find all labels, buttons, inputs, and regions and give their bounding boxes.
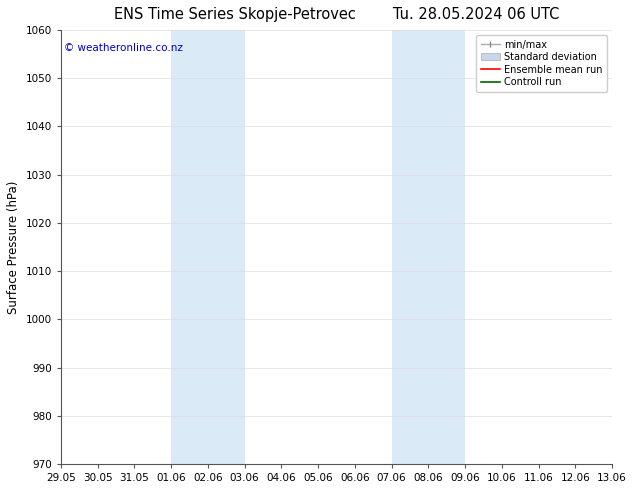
- Text: © weatheronline.co.nz: © weatheronline.co.nz: [63, 43, 183, 53]
- Legend: min/max, Standard deviation, Ensemble mean run, Controll run: min/max, Standard deviation, Ensemble me…: [476, 35, 607, 92]
- Y-axis label: Surface Pressure (hPa): Surface Pressure (hPa): [7, 180, 20, 314]
- Bar: [392, 30, 465, 464]
- Title: ENS Time Series Skopje-Petrovec        Tu. 28.05.2024 06 UTC: ENS Time Series Skopje-Petrovec Tu. 28.0…: [113, 7, 559, 22]
- Bar: [171, 30, 245, 464]
